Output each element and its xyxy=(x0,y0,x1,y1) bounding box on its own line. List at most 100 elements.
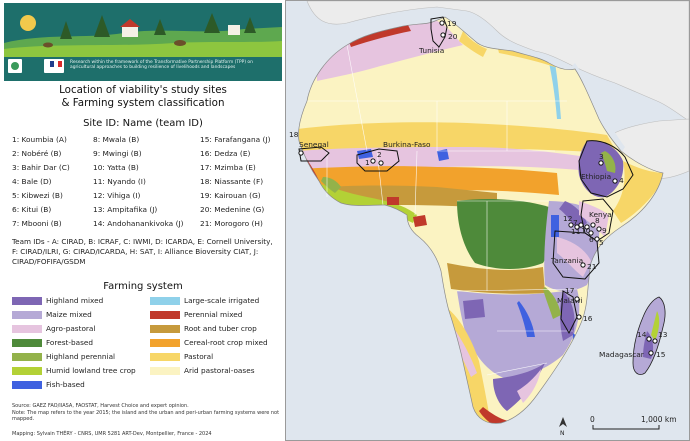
site-item: 8: Mwala (B) xyxy=(93,135,140,144)
site-item: 13: Ampitafika (J) xyxy=(93,205,158,214)
site-marker-18 xyxy=(298,150,304,156)
site-item: 15: Farafangana (J) xyxy=(200,135,271,144)
farming-system-heading: Farming system xyxy=(103,281,183,292)
source-note: Source: GAEZ FAO/IIASA, FAOSTAT, Harvest… xyxy=(12,403,282,423)
scale-start: 0 xyxy=(590,415,595,424)
site-num-13: 13 xyxy=(658,330,668,339)
site-num-14: 14 xyxy=(637,330,647,339)
africa-map: Tunisia Senegal Burkina-Faso Ethiopia Ke… xyxy=(287,1,689,440)
legend-swatch xyxy=(150,297,180,305)
site-item: 14: Andohanankivoka (J) xyxy=(93,219,184,228)
title-line-1: Location of viability's study sites xyxy=(59,84,227,96)
page-title: Location of viability's study sites & Fa… xyxy=(4,84,282,109)
banner-caption: Research within the framework of the Tra… xyxy=(70,60,253,71)
senegal-border xyxy=(298,146,330,162)
title-line-2: & Farming system classification xyxy=(61,96,225,109)
legend-swatch xyxy=(150,311,180,319)
site-item: 20: Medenine (G) xyxy=(200,205,265,214)
site-num-3: 3 xyxy=(599,152,604,161)
north-arrow-icon: N xyxy=(559,417,567,437)
legend-swatch xyxy=(12,367,42,375)
kenya-border xyxy=(580,198,614,242)
site-marker-17 xyxy=(574,296,580,302)
site-num-19: 19 xyxy=(447,19,457,28)
info-panel: Research within the framework of the Tra… xyxy=(0,0,286,441)
site-marker-11 xyxy=(574,224,580,230)
site-marker-9 xyxy=(596,226,602,232)
site-num-16: 16 xyxy=(583,314,593,323)
site-marker-2 xyxy=(378,160,384,166)
country-label-ethiopia: Ethiopia xyxy=(581,172,611,181)
site-marker-1 xyxy=(370,158,376,164)
legend-swatch xyxy=(12,297,42,305)
source-line: Source: GAEZ FAO/IIASA, FAOSTAT, Harvest… xyxy=(12,403,189,409)
legend-swatch xyxy=(12,311,42,319)
site-item: 16: Dedza (E) xyxy=(200,149,251,158)
site-item: 5: Kibwezi (B) xyxy=(12,191,63,200)
site-num-18: 18 xyxy=(289,130,299,139)
site-marker-3 xyxy=(598,160,604,166)
scale-bar: 0 1,000 km xyxy=(590,415,677,430)
site-item: 17: Mzimba (E) xyxy=(200,163,256,172)
site-item: 4: Bale (D) xyxy=(12,177,52,186)
legend-swatch xyxy=(12,339,42,347)
site-num-7: 7 xyxy=(573,218,578,227)
legend-swatch xyxy=(12,381,42,389)
site-marker-4 xyxy=(612,178,618,184)
site-num-10: 10 xyxy=(581,226,591,235)
site-marker-16 xyxy=(576,314,582,320)
site-num-6: 6 xyxy=(589,235,594,244)
site-marker-10 xyxy=(584,224,590,230)
legend-swatch xyxy=(150,367,180,375)
country-label-senegal: Senegal xyxy=(299,140,329,149)
note-line: Note: The map refers to the year 2015; t… xyxy=(12,409,280,423)
site-item: 12: Vihiga (I) xyxy=(93,191,141,200)
site-num-12: 12 xyxy=(563,214,572,223)
site-num-11: 11 xyxy=(571,227,581,236)
north-label: N xyxy=(560,430,565,437)
ethiopia-border xyxy=(578,140,634,198)
site-marker-7 xyxy=(578,222,584,228)
site-marker-15 xyxy=(648,350,654,356)
site-item: 3: Bahir Dar (C) xyxy=(12,163,70,172)
team-ids-text: Team IDs - A: CIRAD, B: ICRAF, C: IWMI, … xyxy=(12,237,273,266)
project-banner: Research within the framework of the Tra… xyxy=(4,3,282,81)
tunisia-border xyxy=(430,16,448,48)
site-item: 21: Morogoro (H) xyxy=(200,219,263,228)
site-marker-6 xyxy=(588,230,594,236)
legend-swatch xyxy=(150,325,180,333)
site-item: 18: Niassante (F) xyxy=(200,177,264,186)
site-num-2: 2 xyxy=(377,150,382,159)
country-label-tunisia: Tunisia xyxy=(418,46,444,55)
site-item: 10: Yatta (B) xyxy=(93,163,139,172)
legend-swatch xyxy=(150,353,180,361)
site-marker-20 xyxy=(440,32,446,38)
site-num-15: 15 xyxy=(656,350,666,359)
site-marker-12 xyxy=(568,222,574,228)
site-marker-19 xyxy=(439,20,445,26)
site-num-8: 8 xyxy=(595,216,600,225)
mapping-credit: Mapping: Sylvain THÉRY - CNRS, UMR 5281 … xyxy=(12,431,212,437)
site-item: 11: Nyando (I) xyxy=(93,177,146,186)
site-num-4: 4 xyxy=(619,176,624,185)
french-republic-logo xyxy=(44,59,64,73)
site-num-9: 9 xyxy=(602,226,607,235)
site-item: 1: Koumbia (A) xyxy=(12,135,67,144)
institute-logo xyxy=(8,59,22,73)
country-label-malawi: Malawi xyxy=(557,296,583,305)
country-label-kenya: Kenya xyxy=(589,210,612,219)
legend-swatch xyxy=(12,325,42,333)
tanzania-border xyxy=(552,230,600,280)
site-marker-13 xyxy=(652,338,658,344)
site-marker-21 xyxy=(580,262,586,268)
malawi-border xyxy=(560,290,578,335)
site-num-21: 21 xyxy=(587,262,597,271)
site-marker-8 xyxy=(590,222,596,228)
country-label-tanzania: Tanzania xyxy=(550,256,583,265)
site-num-17: 17 xyxy=(565,286,575,295)
site-item: 9: Mwingi (B) xyxy=(93,149,142,158)
site-num-5: 5 xyxy=(599,238,604,247)
site-marker-5 xyxy=(594,236,600,242)
country-label-burkina-faso: Burkina-Faso xyxy=(383,140,431,149)
country-label-madagascar: Madagascar xyxy=(599,350,645,359)
